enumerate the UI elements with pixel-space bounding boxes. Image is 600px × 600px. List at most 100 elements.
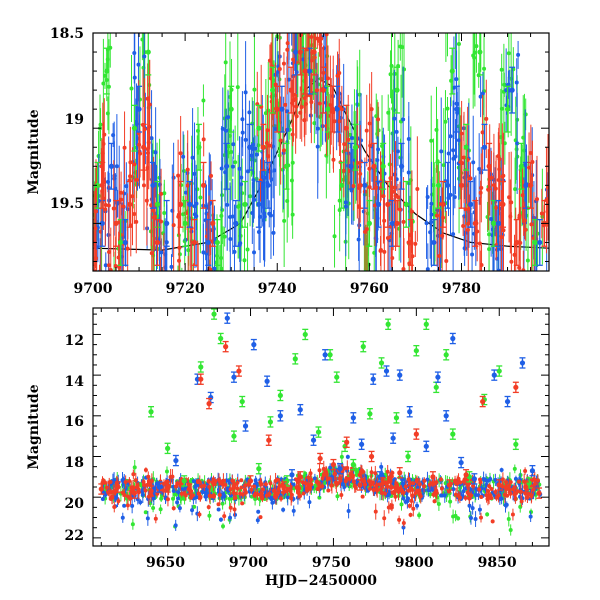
data-point (240, 501, 245, 506)
data-point (456, 138, 461, 143)
data-point (376, 128, 381, 133)
top-x-tick-label: 9780 (442, 281, 481, 297)
data-point (454, 77, 459, 82)
data-point (148, 409, 154, 415)
data-point (376, 147, 381, 152)
data-point (102, 132, 107, 137)
top-axis-ticks (92, 32, 549, 271)
data-point (334, 374, 340, 380)
data-point (236, 204, 241, 209)
data-point (387, 162, 392, 167)
data-point (389, 484, 394, 489)
data-point (328, 102, 333, 107)
data-point (260, 144, 267, 150)
data-point (315, 36, 320, 41)
data-point (503, 503, 508, 508)
data-point (394, 220, 400, 226)
data-point (253, 146, 258, 151)
data-point (240, 130, 245, 135)
data-point (265, 182, 271, 188)
data-point (487, 232, 492, 237)
data-point (317, 101, 322, 106)
data-point (440, 201, 446, 207)
data-point (350, 462, 356, 468)
data-point (446, 151, 451, 156)
data-point (448, 499, 453, 504)
data-point (154, 201, 161, 207)
data-point (306, 68, 313, 74)
data-point (311, 49, 317, 55)
data-point (125, 503, 130, 508)
data-point (382, 516, 387, 521)
data-point (134, 177, 139, 182)
data-point (367, 411, 373, 417)
data-point (138, 500, 143, 505)
data-point (348, 163, 354, 169)
data-point (196, 491, 201, 496)
data-point (249, 487, 254, 492)
data-point (130, 194, 135, 199)
data-point (133, 478, 138, 483)
data-point (256, 201, 262, 207)
data-point (145, 49, 151, 55)
data-point (339, 454, 344, 459)
data-point (165, 445, 171, 451)
top-light-curve-panel: 9700 9720 9740 9760 9780 18.5 19 19.5 Ma… (26, 17, 550, 297)
data-point (360, 494, 365, 499)
data-point (385, 236, 390, 241)
data-point (107, 480, 112, 485)
data-point (358, 470, 363, 475)
data-point (256, 466, 262, 472)
data-point (495, 220, 501, 226)
data-point (88, 200, 92, 204)
data-point (327, 352, 333, 358)
data-point (382, 249, 387, 254)
data-point (220, 126, 225, 131)
data-point (86, 272, 90, 276)
data-point (220, 501, 225, 506)
data-point (436, 501, 441, 506)
data-point (343, 125, 349, 131)
data-point (243, 483, 248, 488)
data-point (346, 137, 351, 142)
data-point (477, 487, 482, 492)
data-point (177, 201, 184, 207)
data-point (413, 348, 419, 354)
data-point (508, 480, 513, 485)
data-point (192, 504, 197, 509)
data-point (346, 509, 351, 514)
data-point (523, 182, 529, 188)
data-point (255, 518, 260, 523)
data-point (168, 475, 173, 480)
data-point (399, 502, 404, 507)
data-point (158, 507, 163, 512)
data-point (520, 193, 525, 198)
data-point (378, 247, 383, 252)
data-point (128, 160, 133, 165)
data-point (119, 190, 124, 195)
data-point (194, 214, 199, 219)
data-point (151, 505, 156, 510)
data-point (480, 130, 485, 135)
data-point (512, 492, 517, 497)
data-point (206, 505, 211, 510)
data-point (225, 202, 230, 207)
data-point (180, 276, 184, 280)
data-point (483, 478, 488, 483)
data-point (388, 504, 393, 509)
data-point (443, 119, 448, 124)
data-point (380, 163, 386, 169)
data-point (479, 17, 483, 21)
data-point (425, 477, 430, 482)
data-point (162, 275, 166, 279)
data-point (512, 485, 517, 490)
data-point (474, 44, 479, 49)
data-point (253, 491, 258, 496)
data-point (299, 105, 304, 110)
data-point (134, 121, 139, 126)
data-point (337, 466, 343, 472)
data-point (445, 182, 451, 188)
data-point (191, 479, 196, 484)
data-point (317, 495, 322, 500)
data-point (508, 527, 513, 532)
